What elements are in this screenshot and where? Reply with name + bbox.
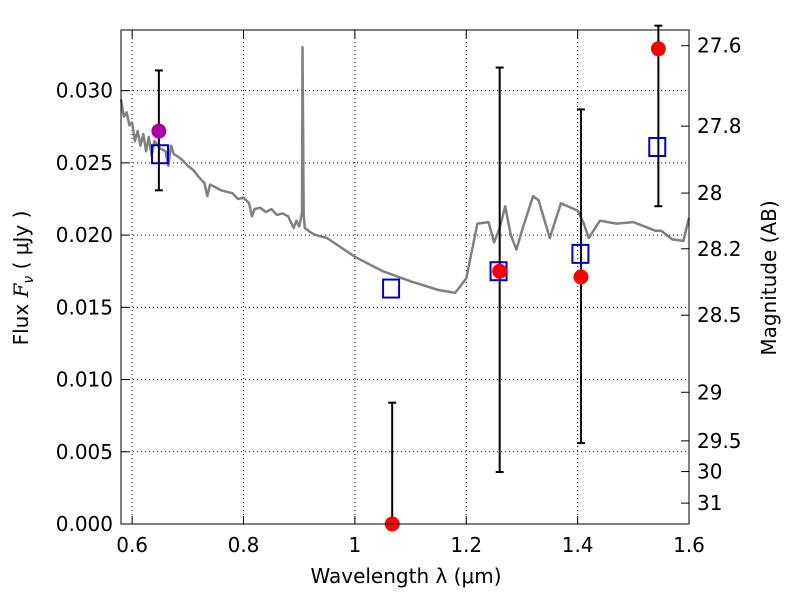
- y-tick-label: 0.025: [56, 151, 113, 175]
- y-axis-title-unit-open: (: [9, 255, 33, 276]
- tick-labels: 0.6 0.8 1 1.2 1.4 1.6 0.000 0.005 0.010 0.015 0.02…: [56, 34, 742, 557]
- y2-tick-label: 28.2: [697, 237, 742, 261]
- y-axis-title-prefix: Flux: [9, 297, 33, 345]
- y-axis-title: Flux Fν ( μJy ): [9, 211, 37, 346]
- observed-flux-point: [650, 41, 666, 57]
- y2-tick-label: 31: [697, 491, 722, 515]
- y-tick-label: 0.005: [56, 440, 113, 464]
- x-tick-label: 0.6: [116, 533, 148, 557]
- model-photometry-square: [150, 144, 169, 165]
- y-tick-label: 0.010: [56, 368, 113, 392]
- y2-tick-label: 27.8: [697, 114, 742, 138]
- observed-flux-point: [151, 123, 167, 139]
- grid: [121, 30, 690, 525]
- y2-tick-label: 27.6: [697, 34, 742, 58]
- plot-frame: [120, 29, 690, 525]
- y-tick-label: 0.020: [56, 223, 113, 247]
- y-axis-title-unit-close: ): [9, 211, 33, 225]
- model-photometry-square: [648, 137, 667, 157]
- x-tick-label: 1.2: [450, 533, 482, 557]
- y2-tick-label: 28.5: [697, 303, 742, 327]
- observed-flux-point: [573, 269, 589, 285]
- model-spectrum-line: [119, 46, 691, 295]
- y-tick-label: 0.015: [56, 295, 113, 319]
- y2-axis-title: Magnitude (AB): [757, 200, 781, 355]
- y2-tick-label: 29.5: [697, 429, 742, 453]
- y-tick-label: 0.030: [56, 79, 113, 103]
- y2-tick-label: 29: [697, 380, 722, 404]
- model-photometry-square: [571, 243, 590, 264]
- x-axis-title: Wavelength λ (μm): [310, 564, 501, 588]
- x-tick-label: 1.4: [562, 533, 594, 557]
- y-axis-title-unit: μJy: [9, 225, 33, 256]
- model-photometry-square: [382, 278, 401, 299]
- y2-tick-label: 30: [697, 460, 722, 484]
- x-tick-label: 1.6: [673, 533, 705, 557]
- x-tick-label: 0.8: [228, 533, 260, 557]
- x-tick-label: 1: [349, 533, 362, 557]
- observed-flux-point: [492, 263, 508, 279]
- y2-tick-label: 28: [697, 181, 722, 205]
- axes: [120, 29, 690, 525]
- y-axis-title-subscript: ν: [21, 276, 37, 284]
- data-layer: [119, 24, 691, 532]
- y-axis-title-symbol: F: [9, 282, 33, 298]
- y-tick-label: 0.000: [56, 512, 113, 536]
